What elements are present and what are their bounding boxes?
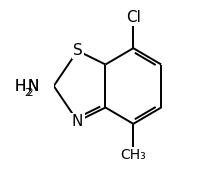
Text: H: H [15, 78, 26, 94]
Text: Cl: Cl [126, 10, 141, 25]
Text: 2: 2 [24, 88, 31, 98]
Text: CH₃: CH₃ [120, 148, 146, 162]
Text: S: S [73, 43, 82, 58]
Text: N: N [27, 78, 38, 94]
Text: N: N [27, 78, 38, 94]
Text: 2: 2 [26, 88, 33, 98]
Bar [20, 75, 54, 97]
Text: N: N [72, 114, 83, 129]
Text: H: H [15, 78, 26, 94]
